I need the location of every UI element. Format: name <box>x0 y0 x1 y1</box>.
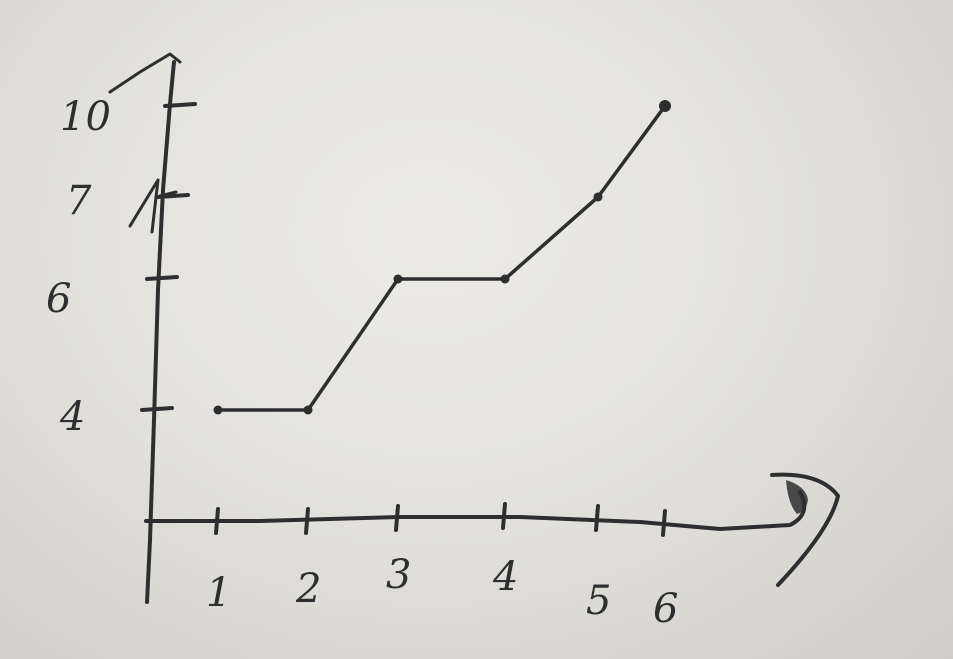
y-tick-label-6: 6 <box>46 276 71 322</box>
y-tick-labels: 4 6 7 10 <box>46 94 111 440</box>
x-tick-label-3: 3 <box>386 552 411 598</box>
x-axis <box>144 490 807 531</box>
series-line <box>216 104 667 412</box>
data-point-3 <box>393 274 403 284</box>
x-tick-4 <box>501 502 507 530</box>
y-axis-ticks <box>140 102 197 412</box>
x-tick-labels: 1 2 3 4 5 6 <box>206 552 678 632</box>
x-tick-label-1: 1 <box>206 570 231 616</box>
y-tick-4 <box>140 406 174 412</box>
x-tick-1 <box>214 507 220 535</box>
y-tick-label-4: 4 <box>59 394 85 440</box>
data-point-6 <box>659 100 671 112</box>
x-tick-6 <box>661 509 667 537</box>
x-axis-ticks <box>214 502 667 537</box>
scribble-mark <box>128 178 178 234</box>
series-path <box>216 104 667 412</box>
data-markers <box>213 100 671 415</box>
x-tick-label-6: 6 <box>653 586 678 632</box>
y-tick-6 <box>145 275 179 281</box>
data-point-1 <box>213 405 223 415</box>
data-point-2 <box>303 405 313 415</box>
y-tick-label-7: 7 <box>66 178 92 224</box>
y-tick-10 <box>163 102 197 108</box>
data-point-4 <box>500 274 510 284</box>
x-tick-5 <box>594 504 600 532</box>
x-axis-arrow-ink-blot <box>786 480 808 514</box>
x-tick-label-2: 2 <box>295 566 321 612</box>
y-tick-label-10: 10 <box>60 94 111 140</box>
x-tick-label-4: 4 <box>492 554 518 600</box>
x-axis-arrowhead <box>770 472 840 587</box>
x-tick-label-5: 5 <box>586 578 611 624</box>
x-tick-2 <box>304 507 310 535</box>
x-tick-3 <box>394 504 400 532</box>
data-point-5 <box>593 192 603 202</box>
y-axis-arrowhead <box>108 52 182 94</box>
